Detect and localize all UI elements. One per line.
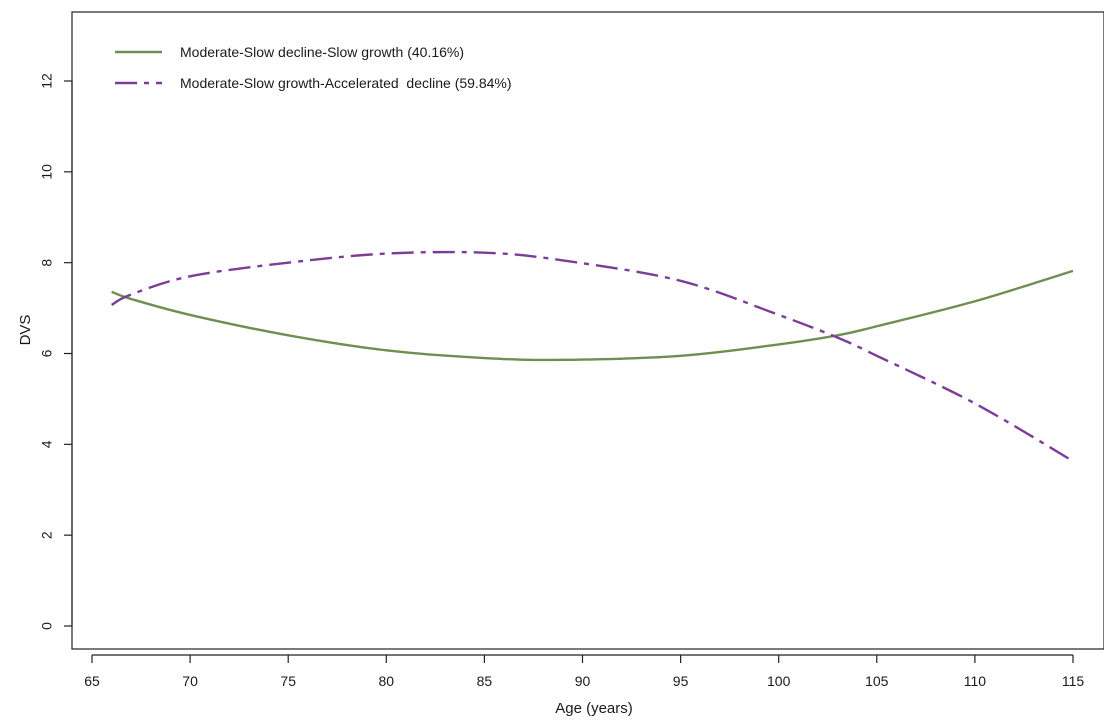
series-line-1 bbox=[111, 269, 1074, 362]
y-tick-label: 6 bbox=[39, 349, 55, 357]
y-tick-label: 2 bbox=[39, 531, 55, 539]
series-lines bbox=[111, 250, 1074, 463]
legend-label-2: Moderate-Slow growth-Accelerated decline… bbox=[180, 75, 512, 91]
y-tick-label: 0 bbox=[39, 622, 55, 630]
x-tick-label: 95 bbox=[673, 673, 689, 689]
x-tick-label: 115 bbox=[1062, 673, 1085, 689]
series-line-2 bbox=[111, 250, 1074, 463]
y-tick-label: 8 bbox=[39, 259, 55, 267]
x-tick-label: 105 bbox=[865, 673, 889, 689]
x-tick-label: 100 bbox=[767, 673, 791, 689]
y-tick-label: 12 bbox=[39, 73, 55, 89]
x-tick-label: 70 bbox=[182, 673, 198, 689]
y-tick-label: 4 bbox=[39, 440, 55, 448]
x-tick-label: 75 bbox=[280, 673, 296, 689]
axes: 65 70 75 80 85 90 95 100 105 110 115 0 2 4 6 8 10 12 bbox=[39, 73, 1085, 689]
x-tick-label: 65 bbox=[84, 673, 100, 689]
legend-label-1: Moderate-Slow decline-Slow growth (40.16… bbox=[180, 44, 464, 60]
x-tick-label: 80 bbox=[379, 673, 395, 689]
legend: Moderate-Slow decline-Slow growth (40.16… bbox=[115, 44, 512, 91]
x-tick-label: 90 bbox=[575, 673, 591, 689]
plot-frame bbox=[71, 11, 1104, 650]
y-tick-label: 10 bbox=[39, 164, 55, 180]
x-tick-label: 85 bbox=[477, 673, 493, 689]
y-axis-title: DVS bbox=[17, 315, 34, 346]
x-tick-label: 110 bbox=[964, 673, 987, 689]
x-axis-title: Age (years) bbox=[555, 700, 633, 717]
